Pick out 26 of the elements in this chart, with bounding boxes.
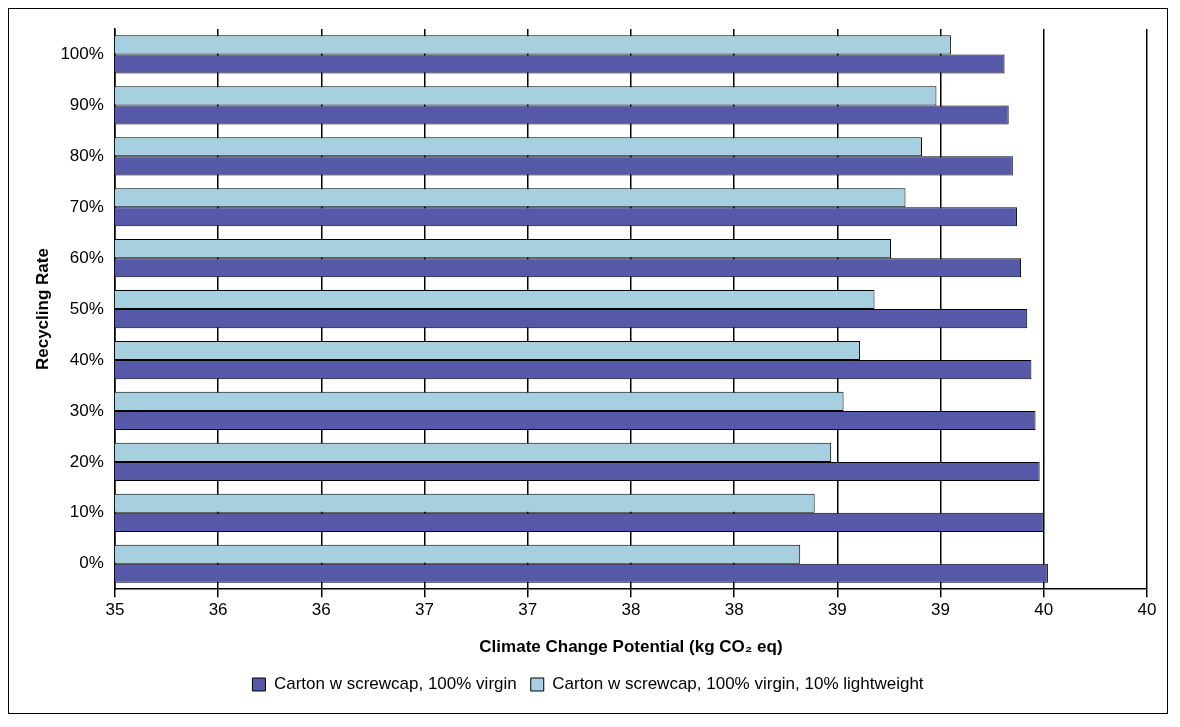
x-tick-label: 36 [311,600,331,620]
y-tick-label: 100% [60,44,104,64]
y-tick-label: 50% [69,298,104,318]
x-tick-label: 36 [208,600,228,620]
y-tick-label: 40% [69,349,104,369]
y-tick-label: 20% [69,451,104,471]
x-tick-label: 40 [1034,600,1054,620]
y-tick-label: 80% [69,146,104,166]
x-tick-label: 38 [621,600,641,620]
y-axis-title: Recycling Rate [32,248,52,371]
x-tick-label: 39 [931,600,951,620]
x-tick-label: 40 [1137,600,1157,620]
y-tick-label: 90% [69,95,104,115]
y-tick-label: 70% [69,196,104,216]
y-tick-label: 30% [69,400,104,420]
y-tick-label: 0% [79,553,104,573]
legend-label: Carton w screwcap, 100% virgin [273,674,517,694]
legend-label: Carton w screwcap, 100% virgin, 10% lightweight [552,674,924,694]
x-tick-label: 35 [105,600,125,620]
x-tick-label: 39 [827,600,847,620]
x-tick-label: 38 [724,600,744,620]
x-axis-title: Climate Change Potential (kg CO₂ eq) [479,637,783,657]
y-tick-label: 10% [69,502,104,522]
y-tick-label: 60% [69,247,104,267]
x-tick-label: 37 [415,600,434,620]
x-tick-label: 37 [518,600,538,620]
